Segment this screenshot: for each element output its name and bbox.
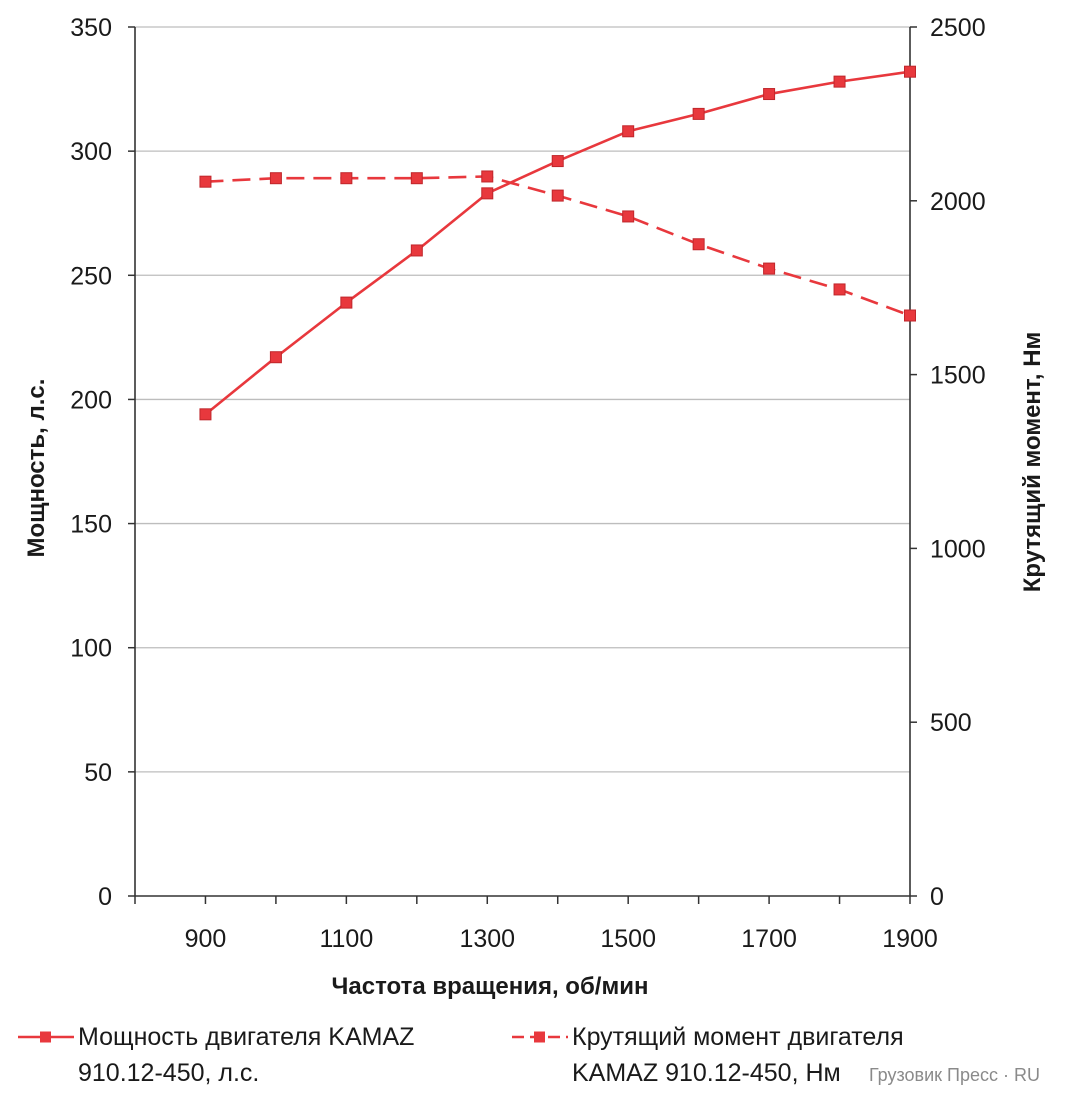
series-1-point bbox=[692, 107, 705, 120]
watermark: Грузовик Пресс · RU bbox=[869, 1065, 1040, 1085]
left-tick-label: 150 bbox=[70, 511, 112, 539]
right-tick-label: 2500 bbox=[930, 14, 986, 42]
y-axis-title: Мощность, л.с. bbox=[23, 379, 50, 558]
series-2-point bbox=[340, 172, 353, 185]
series-1-point bbox=[904, 65, 916, 78]
x-axis-ticks: 900 1100 1300 1500 1700 1900 bbox=[134, 896, 938, 953]
left-axis-ticks: 0 50 100 150 200 250 300 350 bbox=[70, 14, 135, 911]
series-line-1 bbox=[204, 70, 911, 416]
series-1-point bbox=[199, 408, 212, 421]
series-2-point bbox=[833, 283, 846, 296]
y2-axis-title: Крутящий момент, Нм bbox=[1019, 332, 1046, 593]
series-1-point bbox=[833, 75, 846, 88]
series-2-point bbox=[551, 189, 564, 202]
series-1-point bbox=[340, 296, 353, 309]
left-tick-label: 250 bbox=[70, 262, 112, 290]
grid bbox=[135, 26, 910, 773]
series-1-point bbox=[551, 155, 564, 168]
series-2-point bbox=[269, 172, 282, 185]
left-tick-label: 300 bbox=[70, 138, 112, 166]
series-2-point bbox=[622, 210, 635, 223]
series-2-point bbox=[481, 170, 494, 183]
left-tick-label: 350 bbox=[70, 14, 112, 42]
legend-label-1: 910.12-450, л.с. bbox=[78, 1059, 259, 1087]
legend-swatch-marker-1 bbox=[40, 1031, 51, 1043]
series bbox=[199, 65, 916, 421]
series-1-point bbox=[622, 125, 635, 138]
series-2-point bbox=[410, 172, 423, 185]
legend: Мощность двигателя KAMAZ 910.12-450, л.с.… bbox=[18, 1023, 904, 1087]
right-tick-label: 1500 bbox=[930, 362, 986, 390]
right-tick-label: 0 bbox=[930, 883, 944, 911]
axes bbox=[134, 27, 911, 897]
series-2-point bbox=[763, 262, 776, 275]
x-tick-label: 1100 bbox=[319, 925, 373, 953]
right-tick-label: 1000 bbox=[930, 535, 986, 563]
legend-swatch-marker-2 bbox=[534, 1031, 545, 1043]
left-tick-label: 200 bbox=[70, 386, 112, 414]
left-tick-label: 0 bbox=[98, 883, 112, 911]
right-tick-label: 2000 bbox=[930, 188, 986, 216]
right-axis-ticks: 0 500 1000 1500 2000 2500 bbox=[910, 14, 986, 911]
x-tick-label: 1300 bbox=[459, 925, 515, 953]
x-tick-label: 1500 bbox=[600, 925, 656, 953]
legend-label-1: Мощность двигателя KAMAZ bbox=[78, 1023, 414, 1051]
left-tick-label: 100 bbox=[70, 635, 112, 663]
legend-label-2: KAMAZ 910.12-450, Нм bbox=[572, 1059, 841, 1087]
series-2-point bbox=[199, 175, 212, 188]
left-tick-label: 50 bbox=[84, 759, 112, 787]
x-axis-title: Частота вращения, об/мин bbox=[332, 973, 649, 1000]
series-1-point bbox=[763, 88, 776, 101]
right-tick-label: 500 bbox=[930, 709, 972, 737]
series-1-point bbox=[481, 187, 494, 200]
x-tick-label: 1900 bbox=[882, 925, 938, 953]
series-1-point bbox=[410, 244, 423, 257]
series-2-point bbox=[692, 238, 705, 251]
x-tick-label: 1700 bbox=[741, 925, 797, 953]
series-2-point bbox=[904, 309, 916, 322]
legend-label-2: Крутящий момент двигателя bbox=[572, 1023, 904, 1051]
series-1-point bbox=[269, 351, 282, 364]
x-tick-label: 900 bbox=[185, 925, 227, 953]
